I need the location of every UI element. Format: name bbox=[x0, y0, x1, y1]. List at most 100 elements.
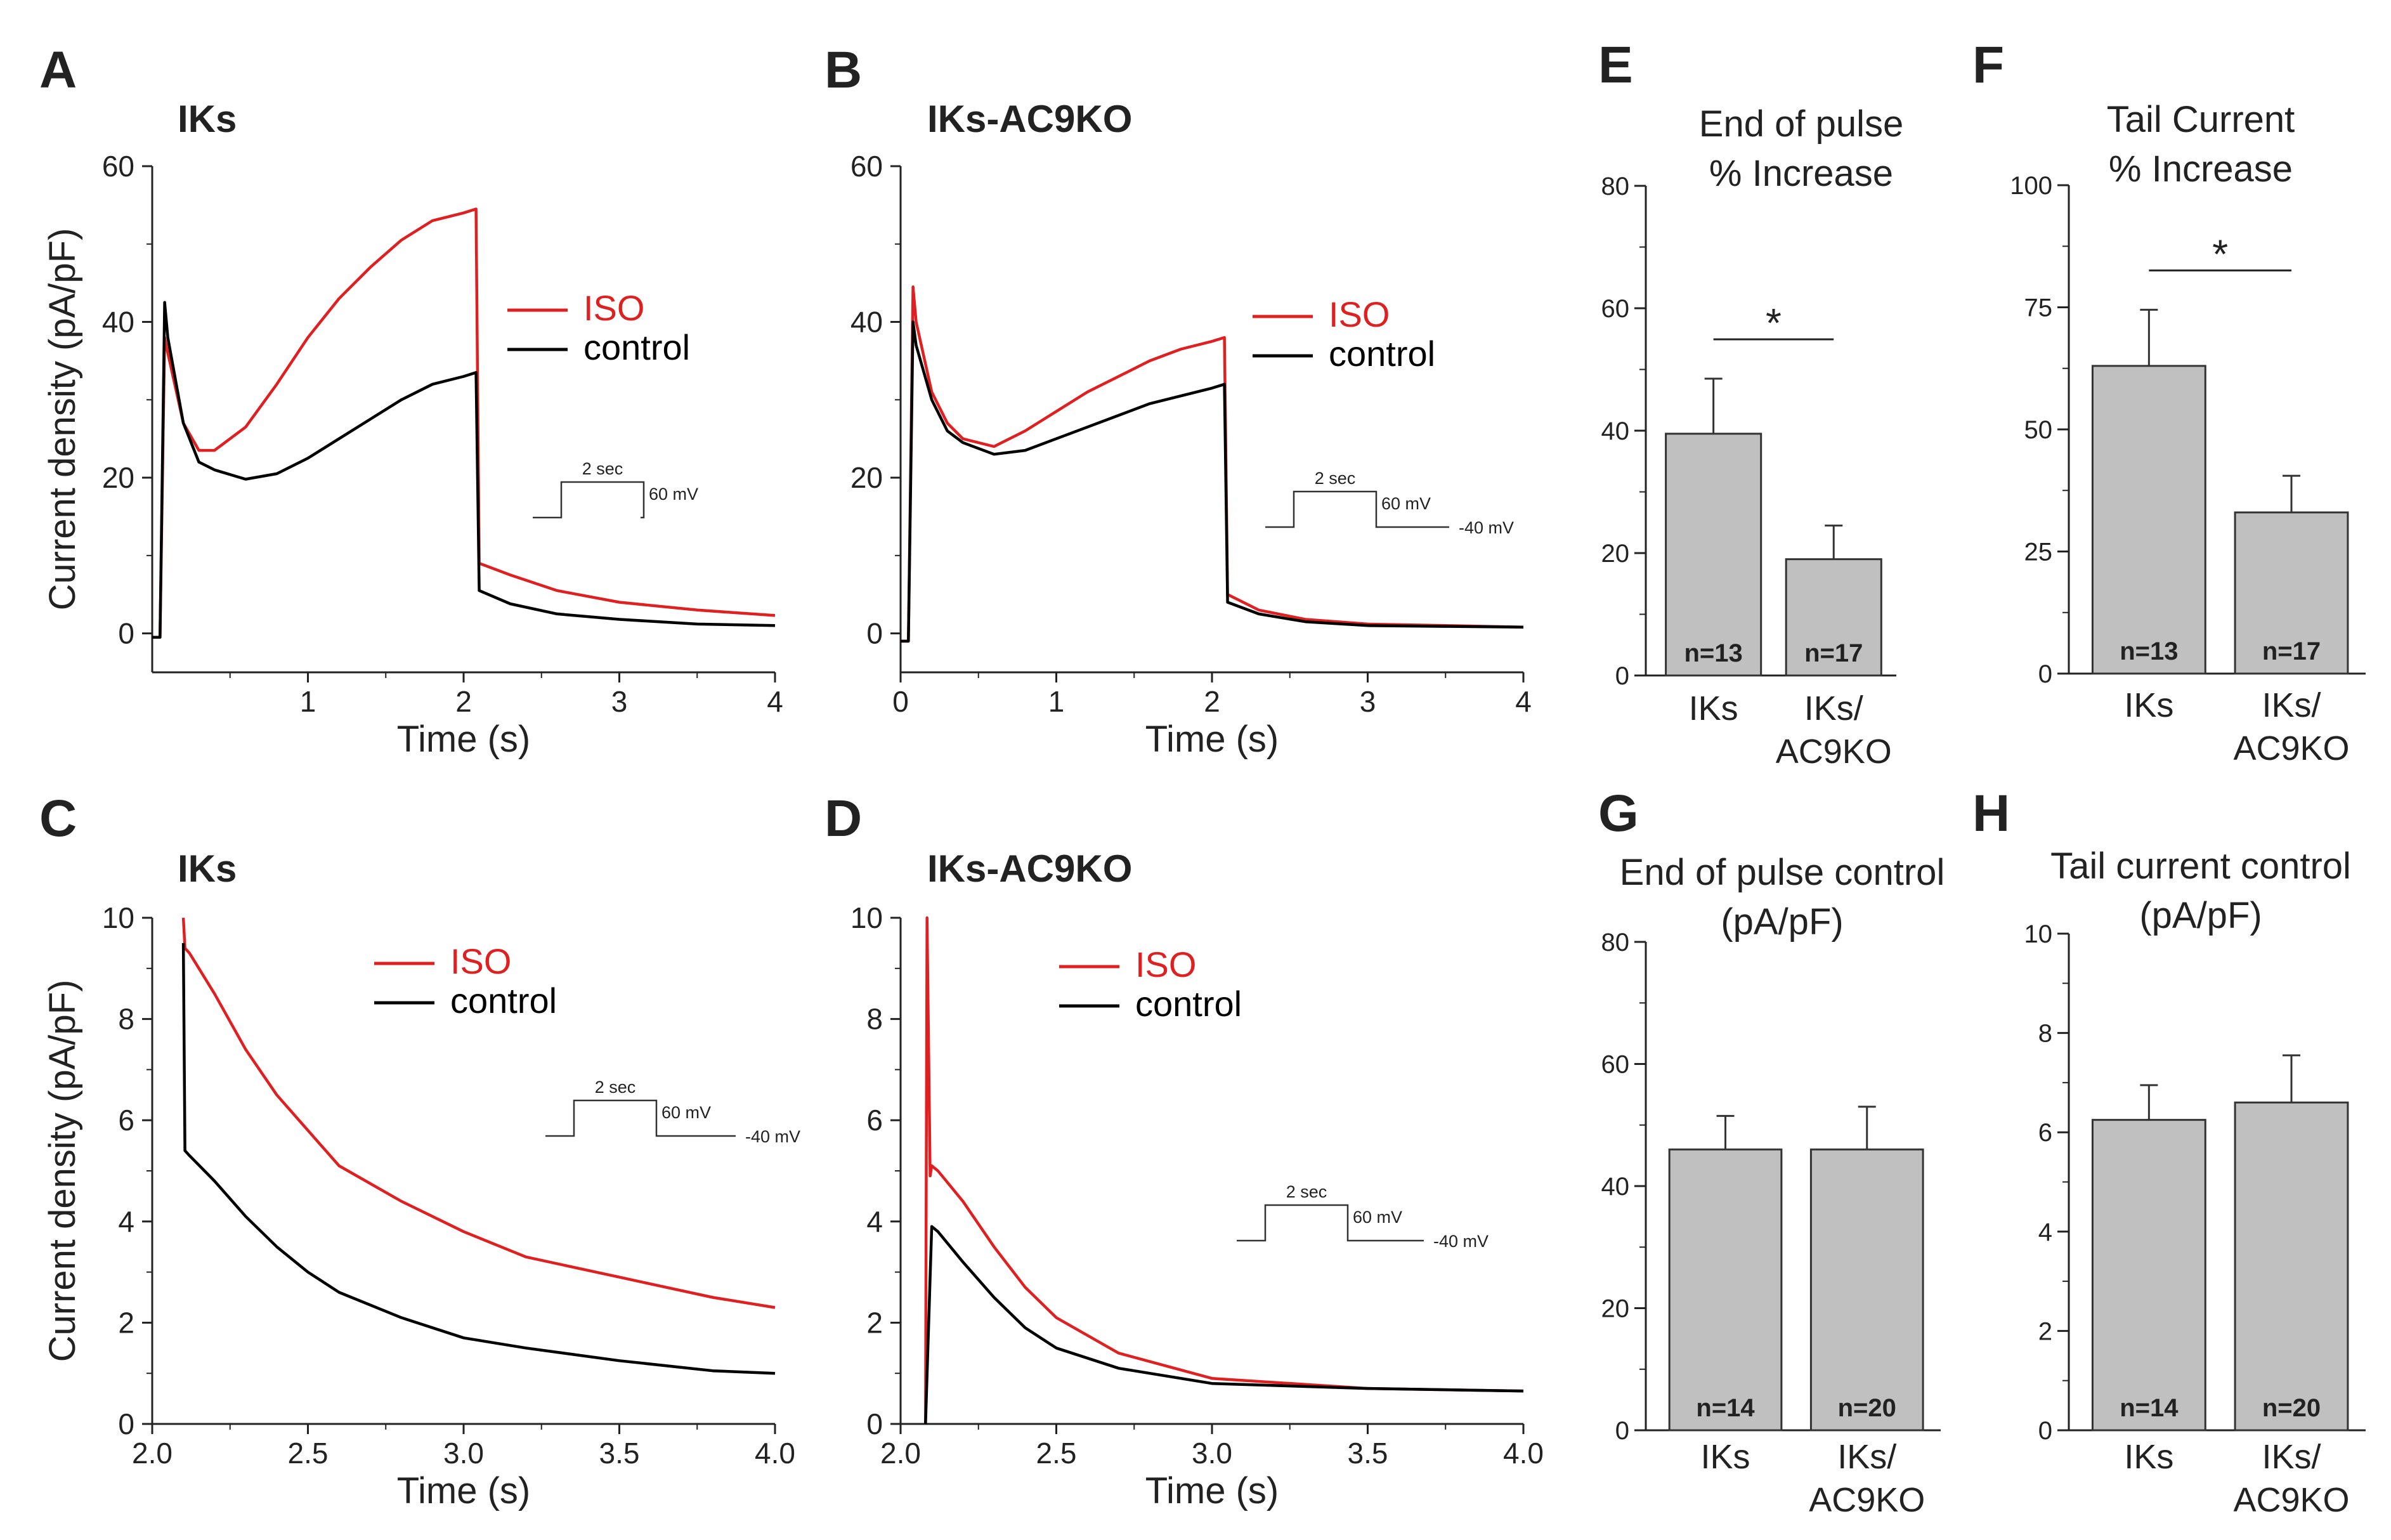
chart-title: IKs bbox=[178, 847, 237, 890]
x-tick-label: 3.0 bbox=[1192, 1437, 1232, 1470]
chart-title: (pA/pF) bbox=[1721, 901, 1843, 943]
legend-label-iso: ISO bbox=[450, 941, 511, 981]
chart-title: IKs-AC9KO bbox=[927, 98, 1132, 140]
category-label: IKs/ bbox=[1804, 689, 1863, 728]
x-tick-label: 4.0 bbox=[1503, 1437, 1544, 1470]
y-tick-label: 0 bbox=[2038, 1417, 2052, 1445]
x-tick-label: 3.5 bbox=[599, 1437, 640, 1470]
category-label: IKs/ bbox=[2262, 1438, 2321, 1476]
x-tick-label: 3 bbox=[1360, 685, 1376, 718]
panel-H: H Tail current control (pA/pF) 0 2 4 6 8 10 n=14 I… bbox=[1972, 785, 2366, 1519]
significance-star: * bbox=[2212, 231, 2228, 277]
y-tick-label: 60 bbox=[1601, 295, 1630, 323]
x-tick-label: 2 bbox=[1204, 685, 1220, 718]
series-iso-line bbox=[924, 916, 1524, 1425]
bar bbox=[1809, 1148, 1924, 1432]
legend-label-control: control bbox=[1329, 334, 1435, 374]
series-iso-line bbox=[901, 285, 1524, 643]
protocol-step-label: 60 mV bbox=[661, 1103, 711, 1122]
y-tick-label: 0 bbox=[866, 617, 883, 650]
panel-G: G End of pulse control (pA/pF) 0 20 40 60 80 n=1… bbox=[1598, 785, 1945, 1519]
chart-title: Tail current control bbox=[2050, 845, 2351, 887]
legend-label-iso: ISO bbox=[1135, 944, 1196, 984]
series-control-line bbox=[152, 301, 776, 639]
y-tick-label: 100 bbox=[2010, 172, 2052, 200]
bar bbox=[1668, 1148, 1783, 1432]
protocol-holding-label: -40 mV bbox=[1459, 518, 1514, 537]
x-tick-label: 4 bbox=[767, 685, 783, 718]
y-tick-label: 0 bbox=[2038, 660, 2052, 688]
x-tick-label: 2 bbox=[455, 685, 472, 718]
panel-label: H bbox=[1972, 785, 2010, 842]
chart-title: IKs-AC9KO bbox=[927, 847, 1132, 890]
category-label: IKs bbox=[1689, 689, 1738, 728]
chart-title: End of pulse control bbox=[1620, 852, 1945, 893]
y-tick-label: 0 bbox=[118, 617, 134, 650]
y-tick-label: 40 bbox=[1601, 1173, 1630, 1201]
voltage-protocol-trace bbox=[545, 1099, 736, 1137]
protocol-duration-label: 2 sec bbox=[595, 1078, 636, 1097]
panel-label: G bbox=[1598, 785, 1639, 842]
category-label: IKs/ bbox=[2262, 686, 2321, 724]
y-tick-label: 4 bbox=[866, 1205, 883, 1238]
panel-D: D IKs-AC9KO 0 2 4 6 8 10 2.0 2.5 3.0 3.5 4.0 Time (s)… bbox=[824, 790, 1544, 1511]
bar bbox=[2091, 365, 2206, 675]
y-tick-label: 40 bbox=[850, 306, 883, 339]
category-label: IKs bbox=[2124, 686, 2173, 724]
protocol-step-label: 60 mV bbox=[1381, 494, 1431, 513]
chart-title: IKs bbox=[178, 98, 237, 140]
category-label: IKs bbox=[1701, 1438, 1750, 1476]
x-tick-label: 3.0 bbox=[443, 1437, 484, 1470]
series-iso-line bbox=[181, 917, 776, 1309]
y-tick-label: 60 bbox=[850, 150, 883, 183]
category-label: AC9KO bbox=[1776, 733, 1892, 771]
y-tick-label: 2 bbox=[118, 1306, 134, 1339]
chart-title: End of pulse bbox=[1699, 103, 1903, 145]
category-label: AC9KO bbox=[2233, 1481, 2349, 1519]
x-tick-label: 3 bbox=[611, 685, 628, 718]
x-tick-label: 1 bbox=[1048, 685, 1065, 718]
y-tick-label: 20 bbox=[1601, 1295, 1630, 1323]
y-tick-label: 8 bbox=[118, 1003, 134, 1036]
panel-label: F bbox=[1972, 36, 2004, 94]
n-label: n=17 bbox=[2262, 637, 2321, 665]
y-tick-label: 0 bbox=[1615, 1417, 1629, 1445]
y-tick-label: 80 bbox=[1601, 173, 1630, 200]
panel-label: B bbox=[824, 41, 862, 99]
panel-E: E End of pulse % Increase 0 20 40 60 80 n=13 IKs n… bbox=[1598, 36, 1903, 771]
y-tick-label: 8 bbox=[866, 1003, 883, 1036]
voltage-protocol-trace bbox=[1265, 490, 1449, 528]
series-control-line bbox=[901, 320, 1524, 643]
category-label: AC9KO bbox=[2233, 729, 2349, 767]
y-tick-label: 40 bbox=[102, 306, 134, 339]
protocol-step-label: 60 mV bbox=[1353, 1208, 1402, 1227]
panel-C: C IKs 0 2 4 6 8 10 2.0 2.5 3.0 3.5 4.0 Time (s) Curren… bbox=[39, 790, 800, 1511]
y-tick-label: 60 bbox=[102, 150, 134, 183]
bar bbox=[2234, 1101, 2349, 1432]
panel-label: D bbox=[824, 790, 862, 847]
y-tick-label: 25 bbox=[2024, 538, 2053, 566]
x-tick-label: 2.5 bbox=[288, 1437, 329, 1470]
x-tick-label: 2.0 bbox=[132, 1437, 173, 1470]
panel-A: A IKs 0 20 40 60 1 2 3 4 Time (s) Current density (… bbox=[39, 41, 783, 760]
chart-title: % Increase bbox=[1709, 153, 1893, 194]
n-label: n=14 bbox=[2120, 1394, 2179, 1422]
protocol-step-label: 60 mV bbox=[649, 485, 698, 504]
panel-B: B IKs-AC9KO 0 20 40 60 0 1 2 3 4 Time (s) ISOcontrol… bbox=[824, 41, 1532, 760]
y-tick-label: 20 bbox=[1601, 540, 1630, 568]
y-tick-label: 4 bbox=[118, 1205, 134, 1238]
voltage-protocol-trace bbox=[1237, 1204, 1424, 1242]
n-label: n=14 bbox=[1696, 1394, 1755, 1422]
bar bbox=[1665, 433, 1762, 677]
chart-title: (pA/pF) bbox=[2139, 895, 2262, 936]
x-tick-label: 1 bbox=[300, 685, 316, 718]
legend-label-control: control bbox=[583, 327, 690, 367]
legend-label-iso: ISO bbox=[583, 288, 644, 328]
y-tick-label: 60 bbox=[1601, 1051, 1630, 1079]
x-tick-label: 2.0 bbox=[880, 1437, 921, 1470]
x-axis-label: Time (s) bbox=[397, 1470, 530, 1511]
legend-label-control: control bbox=[450, 981, 557, 1021]
panel-label: E bbox=[1598, 36, 1633, 94]
n-label: n=20 bbox=[1838, 1394, 1896, 1422]
